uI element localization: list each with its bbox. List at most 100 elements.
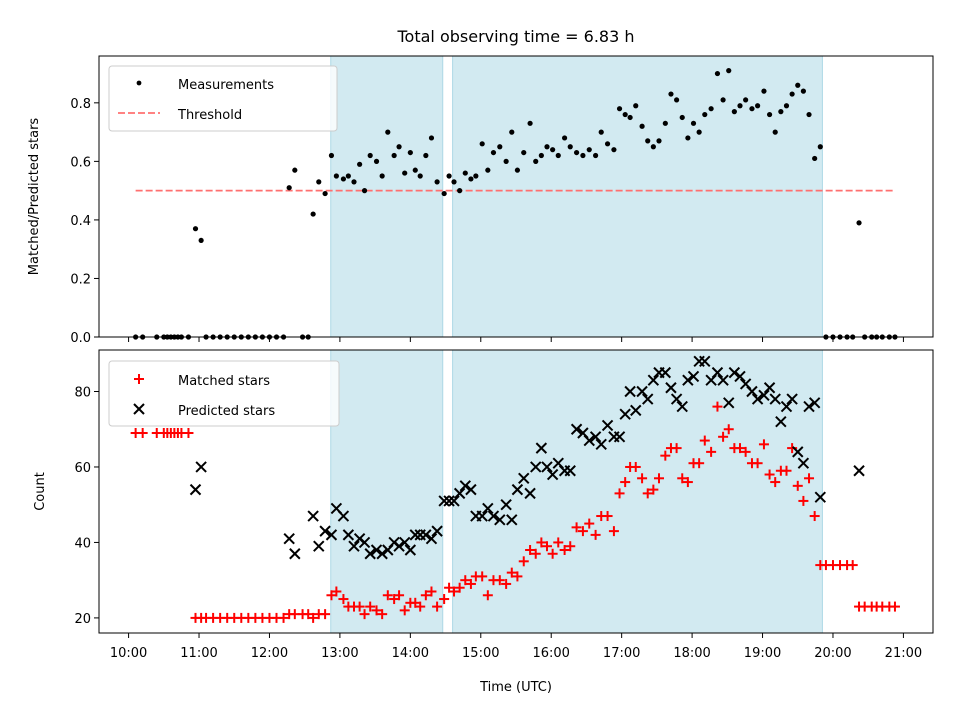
predicted-star-point-b xyxy=(431,525,443,537)
predicted-star-point-b xyxy=(500,498,512,511)
matched-star-point xyxy=(642,488,653,499)
measurement-point xyxy=(322,190,328,197)
predicted-star-point xyxy=(780,400,793,413)
predicted-star-point-b xyxy=(786,393,798,405)
predicted-star-point-b xyxy=(665,382,677,394)
measurement-point xyxy=(783,103,790,109)
predicted-star-point-b xyxy=(313,540,325,552)
measurement-point xyxy=(497,144,503,150)
matched-star-point xyxy=(798,495,809,506)
predicted-star-point-b xyxy=(511,483,524,496)
predicted-star-point xyxy=(808,397,821,409)
predicted-star-point-b xyxy=(659,366,672,379)
predicted-star-point-b xyxy=(330,502,343,515)
predicted-star-point-b xyxy=(453,487,466,500)
matched-star-point xyxy=(137,428,148,439)
predicted-star-point xyxy=(524,487,536,500)
measurement-point xyxy=(817,144,823,150)
predicted-star-point xyxy=(723,397,735,409)
matched-star-point xyxy=(482,590,493,601)
predicted-star-point-b xyxy=(448,495,460,507)
predicted-star-point-b xyxy=(636,385,648,398)
measurement-point xyxy=(562,135,568,141)
measurement-point xyxy=(333,173,339,179)
predicted-star-point xyxy=(518,472,530,485)
matched-star-point xyxy=(734,443,745,454)
measurement-point xyxy=(611,147,617,153)
shaded-interval xyxy=(452,55,823,338)
predicted-star-point xyxy=(337,510,350,522)
predicted-star-point xyxy=(307,510,319,522)
measurement-point xyxy=(755,103,761,109)
x-tick-label: 13:00 xyxy=(321,646,358,661)
predicted-star-point xyxy=(687,370,700,383)
measurement-point xyxy=(795,82,801,88)
x-tick-label: 18:00 xyxy=(673,646,710,661)
bottom-legend-box xyxy=(108,360,340,427)
predicted-star-point xyxy=(659,366,672,379)
measurement-point xyxy=(806,111,812,118)
x-tick-label: 20:00 xyxy=(814,646,851,661)
matched-stars-points xyxy=(130,401,900,623)
predicted-star-point-b xyxy=(630,404,642,417)
predicted-star-point-b xyxy=(530,461,542,473)
measurement-point xyxy=(423,152,429,159)
legend-measurements-marker xyxy=(136,80,142,86)
matched-star-point xyxy=(620,477,631,488)
predicted-star-point xyxy=(535,442,548,454)
matched-star-point xyxy=(354,601,365,612)
predicted-star-point-b xyxy=(723,397,735,409)
predicted-star-point xyxy=(476,510,488,522)
predicted-star-point xyxy=(624,385,636,398)
predicted-star-point-b xyxy=(647,374,660,386)
legend-predicted-label: Predicted stars xyxy=(178,404,275,419)
legend-threshold-label: Threshold xyxy=(177,108,242,123)
matched-star-point xyxy=(553,537,564,548)
predicted-star-point xyxy=(746,385,758,398)
y-tick-label: 0.8 xyxy=(70,97,91,112)
matched-star-point xyxy=(706,446,717,457)
predicted-star-point xyxy=(728,366,741,379)
predicted-star-point xyxy=(448,495,460,507)
measurement-point xyxy=(367,152,373,159)
top-legend-box xyxy=(108,65,338,132)
predicted-star-point xyxy=(630,404,642,417)
predicted-star-point-b xyxy=(797,457,810,469)
predicted-star-point-b xyxy=(283,532,295,545)
predicted-star-point xyxy=(404,544,417,556)
top-shaded-regions xyxy=(330,55,823,338)
predicted-star-point xyxy=(814,491,827,503)
predicted-star-point-b xyxy=(687,370,700,383)
measurement-point xyxy=(462,170,468,176)
legend-predicted-x xyxy=(133,403,145,415)
predicted-star-point-b xyxy=(583,434,595,447)
predicted-star-point-b xyxy=(524,487,536,500)
predicted-star-point xyxy=(459,480,471,492)
measurement-point xyxy=(357,161,363,167)
predicted-star-point xyxy=(453,487,466,500)
matched-star-point xyxy=(541,541,552,552)
legend-measurements-label: Measurements xyxy=(178,78,274,93)
matched-star-point xyxy=(584,518,595,529)
predicted-star-point-b xyxy=(739,378,752,390)
measurement-point xyxy=(639,123,645,129)
predicted-star-point xyxy=(511,483,524,496)
measurement-point xyxy=(428,135,435,141)
measurement-point xyxy=(580,152,586,159)
matched-star-point xyxy=(465,578,476,589)
measurement-point xyxy=(310,211,316,217)
predicted-star-point xyxy=(195,461,207,473)
predicted-star-point-b xyxy=(676,400,688,413)
measurement-point xyxy=(361,188,368,194)
top-x-ticks xyxy=(128,337,904,342)
predicted-star-point-b xyxy=(699,355,711,368)
measurement-point xyxy=(772,129,778,135)
matched-star-point xyxy=(308,612,319,623)
predicted-star-point-b xyxy=(409,529,421,541)
predicted-star-point xyxy=(619,408,631,420)
matched-star-point xyxy=(432,601,443,612)
measurement-point xyxy=(856,220,862,226)
measurement-point xyxy=(737,103,743,109)
predicted-star-point xyxy=(289,548,301,560)
measurement-point xyxy=(679,114,685,121)
